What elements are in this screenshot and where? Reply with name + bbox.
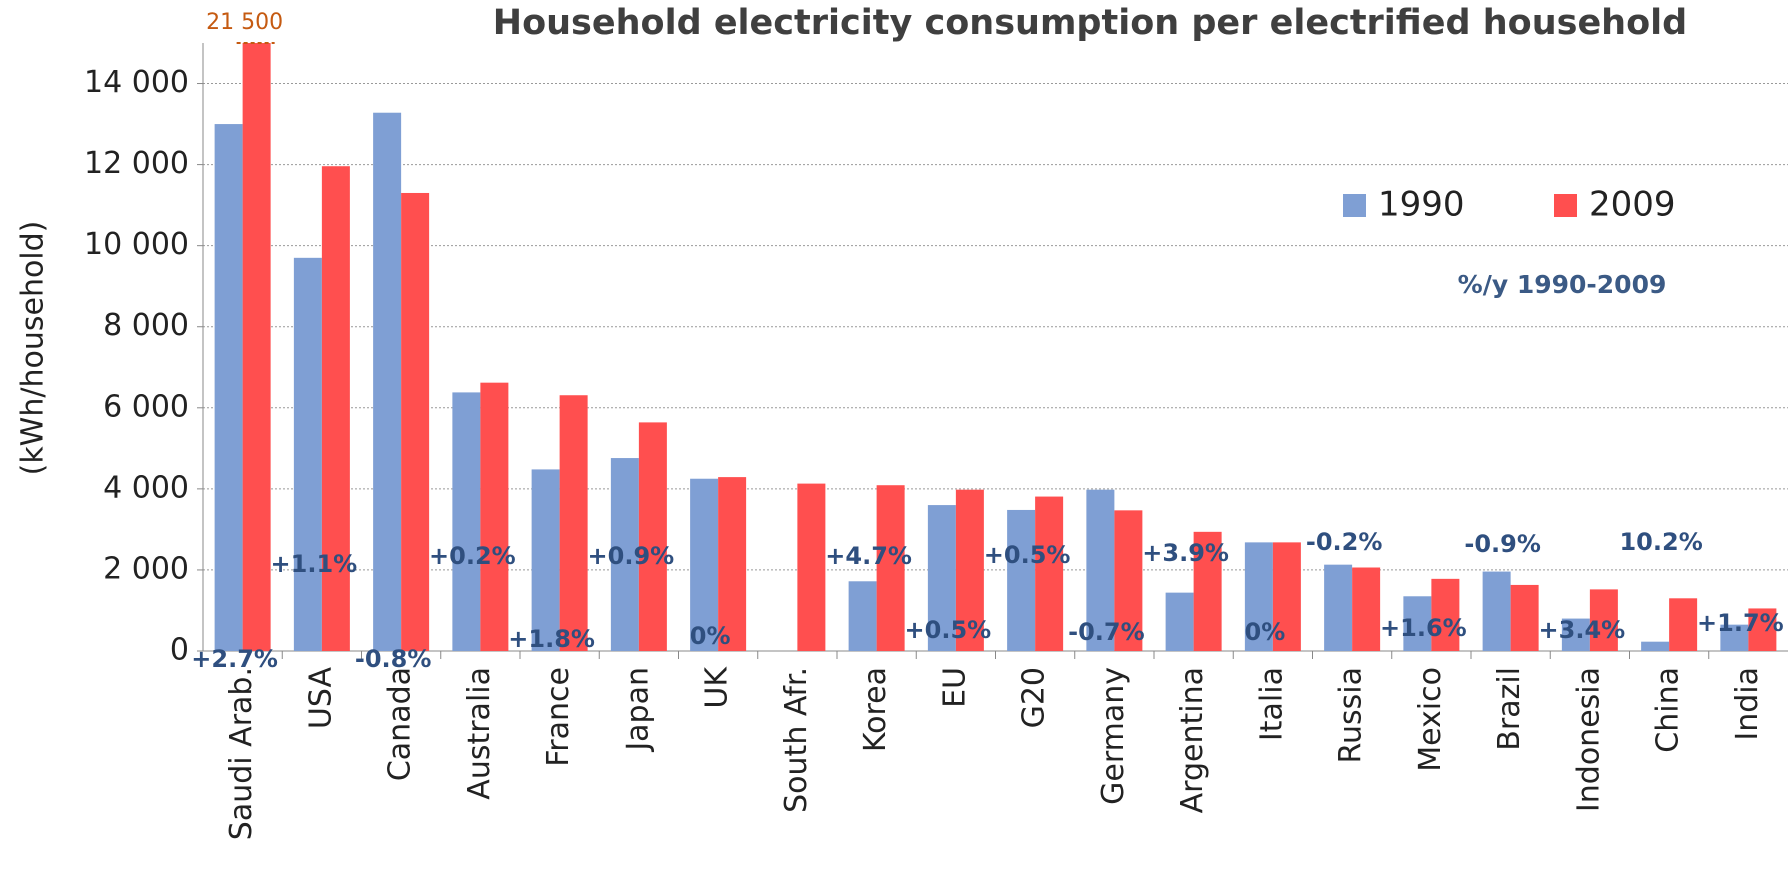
bar: [1193, 531, 1222, 651]
bar: [1114, 510, 1143, 651]
x-tick-label: Japan: [620, 667, 655, 753]
growth-label: +0.9%: [588, 542, 675, 570]
bar: [480, 382, 509, 651]
growth-label: +0.5%: [984, 541, 1071, 569]
x-tick-label: India: [1730, 667, 1765, 741]
y-tick-label: 10 000: [84, 227, 189, 262]
growth-label: -0.8%: [355, 645, 432, 673]
x-tick-label: Australia: [462, 667, 497, 800]
x-tick-label: USA: [303, 667, 338, 730]
growth-label: +1.1%: [271, 550, 358, 578]
legend-label: 2009: [1589, 185, 1676, 225]
growth-label: 10.2%: [1619, 528, 1702, 556]
growth-label: +0.5%: [905, 616, 992, 644]
bar: [531, 469, 560, 651]
x-tick-label: Korea: [858, 667, 893, 752]
growth-label: +2.7%: [191, 645, 278, 673]
bar: [242, 43, 271, 652]
bar: [610, 458, 639, 651]
growth-label: -0.7%: [1068, 618, 1145, 646]
bar: [293, 257, 322, 651]
growth-label: +4.7%: [825, 542, 912, 570]
growth-label: +0.2%: [429, 542, 516, 570]
bar: [1007, 509, 1036, 651]
y-tick-label: 14 000: [84, 65, 189, 100]
bar: [1352, 567, 1381, 651]
bar: [373, 112, 402, 651]
bar: [1324, 564, 1353, 651]
bar: [1403, 596, 1432, 651]
x-tick-label: China: [1651, 667, 1686, 753]
x-tick-label: Argentina: [1175, 667, 1210, 813]
growth-label: +1.7%: [1697, 609, 1784, 637]
y-tick-label: 8 000: [103, 308, 189, 343]
x-tick-label: UK: [700, 666, 735, 709]
growth-label: -0.9%: [1464, 530, 1541, 558]
bars: [214, 43, 1777, 652]
x-tick-label: France: [541, 667, 576, 767]
bar: [638, 422, 667, 651]
chart-title: Household electricity consumption per el…: [493, 3, 1687, 43]
bar: [955, 489, 984, 651]
x-tick-label: G20: [1017, 667, 1052, 728]
y-axis-label: (kWh/household): [16, 221, 51, 476]
bar: [1720, 624, 1749, 651]
bar: [1589, 589, 1618, 651]
bar: [321, 166, 350, 652]
x-tick-label: Mexico: [1413, 667, 1448, 772]
bar: [690, 478, 719, 651]
y-tick-label: 12 000: [84, 146, 189, 181]
growth-label: 0%: [1245, 618, 1286, 646]
x-tick-label: Brazil: [1492, 667, 1527, 751]
x-tick-label: Indonesia: [1571, 667, 1606, 812]
bar: [797, 483, 826, 651]
value-label: 21 500: [206, 10, 283, 35]
x-tick-label: Germany: [1096, 667, 1131, 805]
bar: [401, 192, 430, 651]
bar: [718, 477, 747, 651]
legend-swatch: [1343, 194, 1366, 217]
bar: [1669, 598, 1698, 651]
growth-label: +3.4%: [1539, 616, 1626, 644]
x-tick-label: Italia: [1254, 667, 1289, 741]
growth-label: +1.6%: [1380, 614, 1467, 642]
x-tick-label: Saudi Arab.: [224, 667, 259, 840]
bar: [1244, 542, 1273, 651]
growth-label: +3.9%: [1142, 539, 1229, 567]
bar: [1561, 618, 1590, 651]
bar: [1510, 584, 1539, 651]
bar: [1272, 542, 1301, 651]
bar: [559, 395, 588, 651]
legend-swatch: [1554, 194, 1577, 217]
bar: [1641, 641, 1670, 651]
bar: [1748, 608, 1777, 651]
annotation: %/y 1990-2009: [1458, 270, 1667, 299]
bar: [927, 505, 956, 651]
bar: [848, 581, 877, 651]
growth-label: -0.2%: [1306, 528, 1383, 556]
bar: [876, 485, 905, 651]
bar: [1035, 496, 1064, 651]
bar: [452, 392, 481, 651]
bar: [1165, 592, 1194, 651]
y-tick-label: 4 000: [103, 470, 189, 505]
growth-label: 0%: [690, 622, 731, 650]
y-tick-label: 6 000: [103, 389, 189, 424]
bar: [1086, 489, 1115, 651]
x-tick-label: Canada: [383, 667, 418, 781]
bar: [214, 124, 243, 652]
bar: [1482, 571, 1511, 651]
x-tick-label: Russia: [1334, 667, 1369, 764]
x-tick-label: EU: [937, 667, 972, 708]
y-tick-label: 0: [170, 633, 189, 668]
growth-label: +1.8%: [508, 625, 595, 653]
legend-label: 1990: [1378, 185, 1465, 225]
y-tick-label: 2 000: [103, 551, 189, 586]
x-tick-label: South Afr.: [779, 667, 814, 813]
bar: [1431, 578, 1460, 651]
